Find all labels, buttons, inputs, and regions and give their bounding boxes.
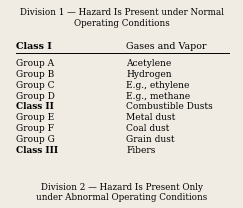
Text: Group B: Group B xyxy=(16,70,54,79)
Text: Coal dust: Coal dust xyxy=(126,124,169,133)
Text: Class III: Class III xyxy=(16,146,58,155)
Text: Division 2 — Hazard Is Present Only
under Abnormal Operating Conditions: Division 2 — Hazard Is Present Only unde… xyxy=(36,183,207,202)
Text: Division 1 — Hazard Is Present under Normal
Operating Conditions: Division 1 — Hazard Is Present under Nor… xyxy=(19,9,224,28)
Text: Group G: Group G xyxy=(16,135,55,144)
Text: Grain dust: Grain dust xyxy=(126,135,175,144)
Text: E.g., ethylene: E.g., ethylene xyxy=(126,81,189,90)
Text: Metal dust: Metal dust xyxy=(126,113,175,122)
Text: Gases and Vapor: Gases and Vapor xyxy=(126,42,207,51)
Text: Group E: Group E xyxy=(16,113,54,122)
Text: E.g., methane: E.g., methane xyxy=(126,92,190,100)
Text: Class I: Class I xyxy=(16,42,52,51)
Text: Group D: Group D xyxy=(16,92,55,100)
Text: Combustible Dusts: Combustible Dusts xyxy=(126,102,213,111)
Text: Group C: Group C xyxy=(16,81,54,90)
Text: Fibers: Fibers xyxy=(126,146,155,155)
Text: Hydrogen: Hydrogen xyxy=(126,70,172,79)
Text: Group F: Group F xyxy=(16,124,54,133)
Text: Class II: Class II xyxy=(16,102,54,111)
Text: Acetylene: Acetylene xyxy=(126,59,171,68)
Text: Group A: Group A xyxy=(16,59,54,68)
